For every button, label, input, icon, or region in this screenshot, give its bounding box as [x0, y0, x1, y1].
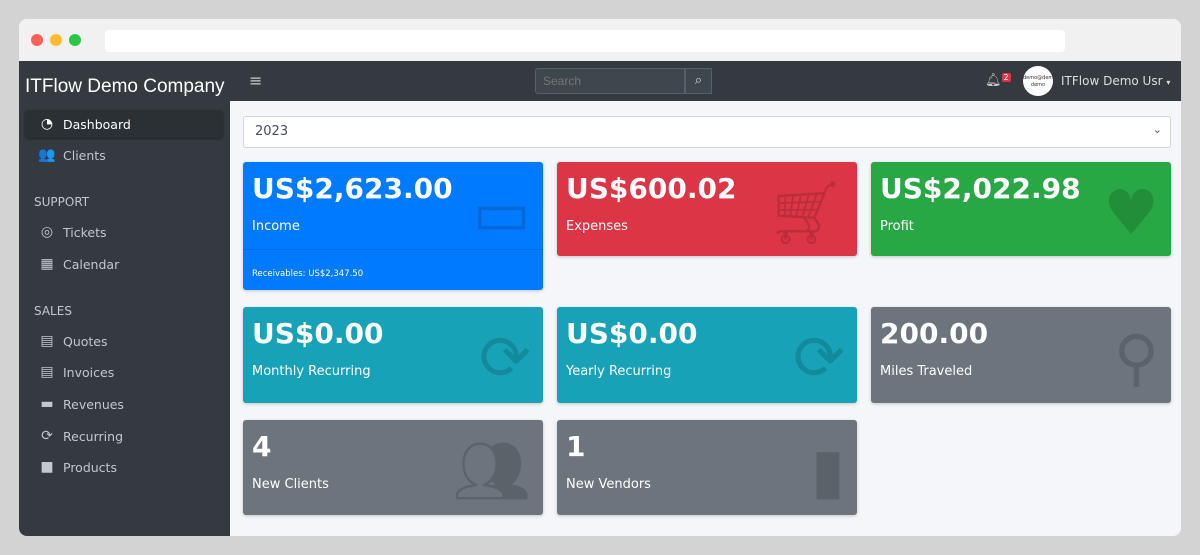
- cart-icon: 🛒︎: [766, 176, 845, 249]
- minimize-window-button[interactable]: [50, 34, 62, 46]
- stat-value: 1: [566, 430, 586, 463]
- stat-label: Income: [252, 219, 300, 234]
- sidebar-item-label: Recurring: [63, 428, 123, 444]
- sidebar-item-label: Products: [63, 459, 117, 475]
- stat-value: US$2,022.98: [880, 172, 1081, 205]
- life-ring-icon: ◎: [40, 224, 54, 240]
- sidebar-item-label: Clients: [63, 147, 106, 163]
- credit-card-icon: ▬: [40, 396, 54, 412]
- notification-count-badge: 2: [1001, 73, 1011, 82]
- sidebar-item-label: Dashboard: [63, 116, 131, 132]
- sidebar-item-clients[interactable]: 👥 Clients: [25, 141, 223, 169]
- sidebar-item-label: Quotes: [63, 333, 108, 349]
- hamburger-menu-icon[interactable]: ≡: [249, 71, 263, 90]
- year-select-value: 2023: [255, 124, 289, 139]
- box-icon: ■: [40, 459, 54, 475]
- users-icon: 👥︎: [452, 434, 531, 507]
- receivables-text: Receivables: US$2,347.50: [252, 269, 364, 279]
- stat-value: US$600.02: [566, 172, 737, 205]
- browser-titlebar: [19, 19, 1181, 61]
- section-header-sales: SALES: [34, 304, 72, 318]
- top-navbar: ≡ ⌕ 🔔︎2 demo@demo demo ITFlow Demo Usr ▾: [230, 61, 1181, 101]
- notifications-button[interactable]: 🔔︎ 2: [985, 73, 1011, 88]
- search-input[interactable]: [535, 68, 685, 94]
- avatar[interactable]: demo@demo demo: [1023, 66, 1053, 96]
- stat-card-new-vendors[interactable]: 1 New Vendors ▮: [557, 420, 857, 515]
- calendar-icon: ▦: [40, 256, 54, 272]
- sidebar-item-tickets[interactable]: ◎ Tickets: [25, 218, 223, 246]
- close-window-button[interactable]: [31, 34, 43, 46]
- sidebar-item-dashboard[interactable]: ◔ Dashboard: [25, 110, 223, 138]
- address-bar[interactable]: [105, 30, 1065, 52]
- search-button[interactable]: ⌕: [685, 68, 712, 94]
- stat-label: New Clients: [252, 477, 329, 492]
- sidebar-item-recurring[interactable]: ⟳ Recurring: [25, 422, 223, 450]
- stat-value: 4: [252, 430, 272, 463]
- sidebar-item-label: Calendar: [63, 256, 120, 272]
- route-icon: ⚲: [1113, 321, 1159, 394]
- stat-card-income[interactable]: US$2,623.00 Income ▭ Receivables: US$2,34…: [243, 162, 543, 290]
- building-icon: ▮: [810, 434, 845, 507]
- search-icon: ⌕: [694, 73, 703, 88]
- stat-value: US$0.00: [566, 317, 698, 350]
- stat-label: Profit: [880, 219, 914, 234]
- sidebar-item-calendar[interactable]: ▦ Calendar: [25, 250, 223, 278]
- file-icon: ▤: [40, 333, 54, 349]
- sync-icon: ⟳: [793, 321, 845, 394]
- heart-icon: ♥: [1103, 176, 1159, 249]
- sidebar-item-label: Invoices: [63, 364, 115, 380]
- sidebar-item-label: Tickets: [63, 224, 107, 240]
- users-icon: 👥: [38, 147, 56, 163]
- stat-label: Expenses: [566, 219, 628, 234]
- user-menu-dropdown[interactable]: ITFlow Demo Usr ▾: [1061, 74, 1170, 88]
- stat-card-new-clients[interactable]: 4 New Clients 👥︎: [243, 420, 543, 515]
- sidebar-item-products[interactable]: ■ Products: [25, 453, 223, 481]
- stat-card-profit[interactable]: US$2,022.98 Profit ♥: [871, 162, 1171, 256]
- tachometer-icon: ◔: [40, 116, 54, 132]
- sync-icon: ⟳: [41, 428, 53, 444]
- year-select[interactable]: 2023 ⌄: [243, 116, 1171, 148]
- sidebar-item-label: Revenues: [63, 396, 124, 412]
- user-name: ITFlow Demo Usr: [1061, 74, 1163, 88]
- bell-icon: 🔔︎: [985, 73, 1002, 88]
- sync-icon: ⟳: [479, 321, 531, 394]
- section-header-support: SUPPORT: [34, 195, 90, 209]
- stat-card-expenses[interactable]: US$600.02 Expenses 🛒︎: [557, 162, 857, 256]
- sidebar-item-revenues[interactable]: ▬ Revenues: [25, 390, 223, 418]
- stat-value: US$2,623.00: [252, 172, 453, 205]
- stat-value: 200.00: [880, 317, 989, 350]
- sidebar: ITFlow Demo Company ◔ Dashboard 👥 Clients …: [19, 61, 230, 536]
- chevron-down-icon: ⌄: [1152, 123, 1162, 136]
- stat-label: Yearly Recurring: [566, 364, 672, 379]
- stat-label: New Vendors: [566, 477, 651, 492]
- sidebar-item-invoices[interactable]: ▤ Invoices: [25, 358, 223, 386]
- credit-card-icon: ▭: [472, 176, 531, 249]
- invoice-icon: ▤: [40, 364, 54, 380]
- stat-label: Monthly Recurring: [252, 364, 371, 379]
- stat-value: US$0.00: [252, 317, 384, 350]
- stat-card-monthly-recurring[interactable]: US$0.00 Monthly Recurring ⟳: [243, 307, 543, 403]
- caret-down-icon: ▾: [1166, 78, 1171, 87]
- stat-card-miles-traveled[interactable]: 200.00 Miles Traveled ⚲: [871, 307, 1171, 403]
- sidebar-item-quotes[interactable]: ▤ Quotes: [25, 327, 223, 355]
- brand-name[interactable]: ITFlow Demo Company: [25, 76, 225, 97]
- stat-card-yearly-recurring[interactable]: US$0.00 Yearly Recurring ⟳: [557, 307, 857, 403]
- stat-label: Miles Traveled: [880, 364, 973, 379]
- maximize-window-button[interactable]: [69, 34, 81, 46]
- browser-window: ITFlow Demo Company ◔ Dashboard 👥 Clients …: [19, 19, 1181, 536]
